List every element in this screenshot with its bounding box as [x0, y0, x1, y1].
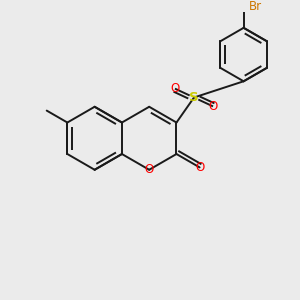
- Text: O: O: [208, 100, 217, 113]
- Text: S: S: [189, 91, 199, 104]
- Text: O: O: [170, 82, 180, 95]
- Text: O: O: [145, 163, 154, 176]
- Text: Br: Br: [248, 0, 262, 13]
- Text: O: O: [195, 161, 204, 174]
